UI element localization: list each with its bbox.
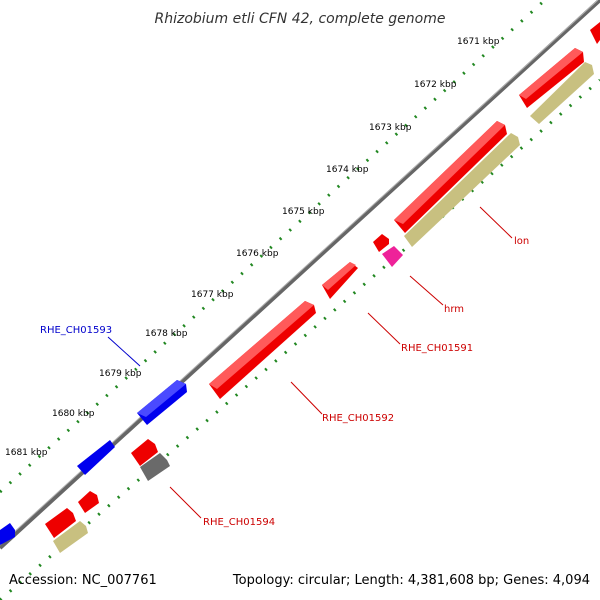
gene-reverse[interactable] <box>519 48 584 108</box>
tick-label: 1679 kbp <box>99 369 142 379</box>
gene-pseudo[interactable] <box>140 453 170 481</box>
gene-forward[interactable] <box>0 523 15 545</box>
gene-reverse[interactable] <box>45 508 76 538</box>
tick-label: 1681 kbp <box>5 448 48 458</box>
gene-label-rhe-ch01594[interactable]: RHE_CH01594 <box>203 517 275 528</box>
gene-reverse[interactable] <box>590 22 600 44</box>
gene-forward-rhe-ch01593[interactable] <box>137 380 187 425</box>
gene-forward[interactable] <box>77 440 115 475</box>
tick-label: 1674 kbp <box>326 165 369 175</box>
gene-reverse-rhe-ch01594[interactable] <box>131 439 158 466</box>
tick-label: 1676 kbp <box>236 249 279 259</box>
gene-labels: RHE_CH01593 lon hrm RHE_CH01591 RHE_CH01… <box>40 236 529 528</box>
tick-label: 1680 kbp <box>52 409 95 419</box>
gene-label-hrm[interactable]: hrm <box>444 304 464 315</box>
map-title: Rhizobium etli CFN 42, complete genome <box>155 11 446 27</box>
ruler-track-inner <box>0 78 600 600</box>
tick-label: 1678 kbp <box>145 329 188 339</box>
gene-reverse-rhe-ch01591[interactable] <box>322 262 358 299</box>
gene-reverse[interactable] <box>78 491 99 513</box>
ruler-tick-labels: 1671 kbp 1672 kbp 1673 kbp 1674 kbp 1675… <box>5 37 500 458</box>
tick-label: 1672 kbp <box>414 80 457 90</box>
ruler-track-outer <box>0 0 547 494</box>
label-connectors <box>107 206 513 519</box>
gene-label-rhe-ch01591[interactable]: RHE_CH01591 <box>401 343 473 354</box>
gene-reverse-rhe-ch01592[interactable] <box>209 301 316 399</box>
tick-label: 1675 kbp <box>282 207 325 217</box>
tick-label: 1677 kbp <box>191 290 234 300</box>
gene-label-lon[interactable]: lon <box>514 236 529 247</box>
gene-rna[interactable] <box>530 62 594 124</box>
gene-label-rhe-ch01592[interactable]: RHE_CH01592 <box>322 413 394 424</box>
accession-text: Accession: NC_007761 <box>9 573 157 588</box>
gene-other-hrm[interactable] <box>382 246 403 267</box>
gene-label-rhe-ch01593[interactable]: RHE_CH01593 <box>40 325 112 336</box>
tick-label: 1671 kbp <box>457 37 500 47</box>
gene-rna-lon-partner[interactable] <box>404 133 520 247</box>
gene-rna[interactable] <box>53 521 88 553</box>
gene-reverse-lon[interactable] <box>394 121 507 233</box>
gene-reverse[interactable] <box>373 234 389 252</box>
tick-label: 1673 kbp <box>369 123 412 133</box>
topology-text: Topology: circular; Length: 4,381,608 bp… <box>232 573 590 588</box>
